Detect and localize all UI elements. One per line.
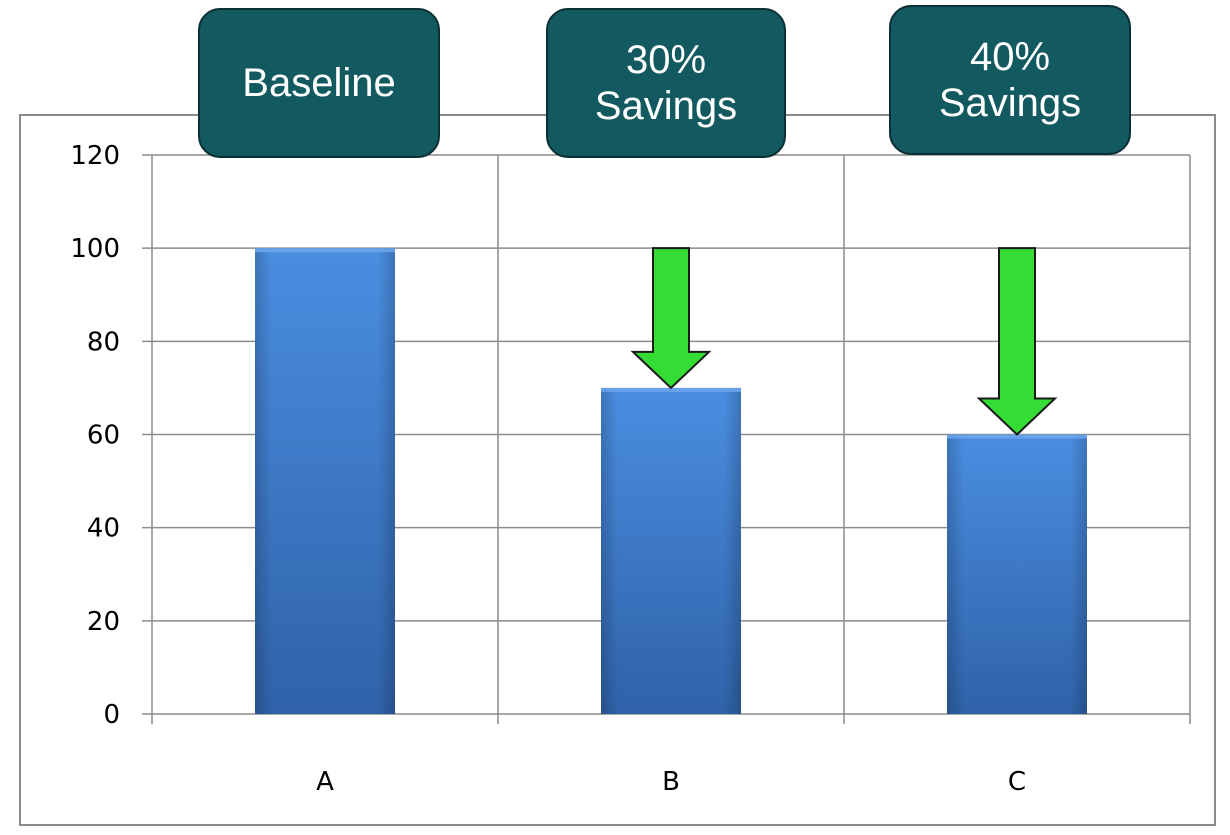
callout-30-savings: 30% Savings	[546, 8, 786, 158]
down-arrow-icon	[630, 247, 712, 390]
bar-top-C	[947, 434, 1087, 439]
callout-baseline-text: Baseline	[242, 61, 396, 105]
bar-shade-B	[601, 387, 741, 714]
bar-top-A	[255, 248, 395, 253]
x-tick-label: A	[316, 767, 334, 797]
y-tick-label: 60	[87, 421, 120, 451]
y-tick-label: 20	[87, 607, 120, 637]
callout-30-line2: Savings	[594, 84, 738, 128]
x-tick-label: B	[662, 767, 680, 797]
callout-40-savings: 40% Savings	[889, 5, 1131, 155]
callout-40-line2: Savings	[938, 81, 1082, 125]
y-tick-label: 100	[70, 234, 120, 264]
y-tick-label: 80	[87, 327, 120, 357]
x-tick-label: C	[1008, 767, 1026, 797]
y-tick-label: 0	[103, 700, 120, 730]
callout-baseline: Baseline	[198, 8, 440, 158]
callout-40-line1: 40%	[969, 35, 1051, 79]
bar-top-B	[601, 387, 741, 392]
down-arrow-icon	[976, 247, 1058, 436]
y-tick-label: 40	[87, 514, 120, 544]
y-tick-label: 120	[70, 141, 120, 171]
bar-shade-C	[947, 434, 1087, 714]
callout-30-line1: 30%	[625, 38, 707, 82]
bar-shade-A	[255, 248, 395, 714]
